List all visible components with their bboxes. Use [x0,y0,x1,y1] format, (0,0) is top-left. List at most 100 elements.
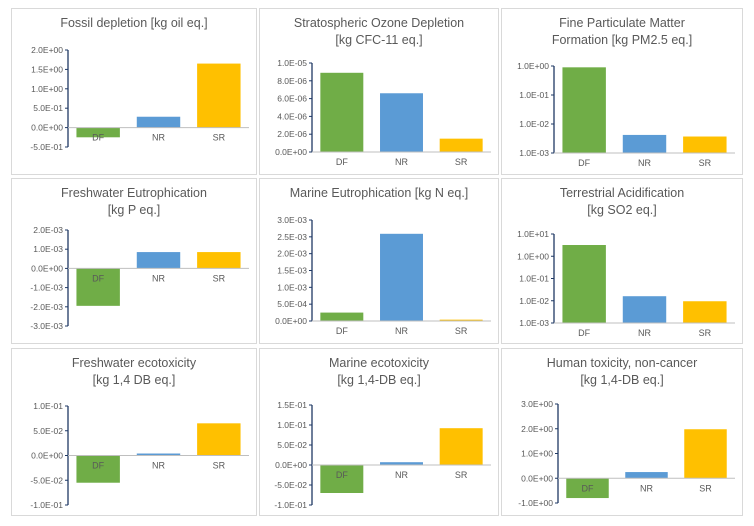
y-tick-label: 0.0E+00 [521,473,553,483]
y-tick-label: 1.0E-01 [519,274,549,284]
x-tick-label: SR [455,326,468,336]
y-tick-label: 2.0E-03 [33,225,63,235]
chart-title: Human toxicity, non-cancer [547,356,698,370]
x-tick-label: DF [582,483,594,493]
chart-title: Marine ecotoxicity [329,356,430,370]
y-tick-label: 0.0E+00 [275,316,307,326]
chart-title: [kg CFC-11 eq.] [335,33,422,47]
y-tick-label: 5.0E-02 [277,440,307,450]
chart-panel-5: Marine Eutrophication [kg N eq.] 0.0E+00 5… [259,178,499,344]
y-tick-label: 5.0E-04 [277,299,307,309]
y-tick-label: 0.0E+00 [275,147,307,157]
y-tick-label: 2.0E-06 [277,129,307,139]
bar-df [562,67,606,153]
x-tick-label: NR [395,326,408,336]
chart-title: Freshwater ecotoxicity [72,356,197,370]
x-tick-label: SR [213,273,226,283]
x-tick-label: NR [152,133,165,143]
y-tick-label: 1.0E-03 [519,148,549,158]
y-tick-label: -3.0E-03 [30,321,63,331]
x-tick-label: NR [640,483,653,493]
bar-df [320,72,364,152]
y-tick-label: 2.5E-03 [277,232,307,242]
bar-sr [439,319,483,321]
chart-panel-1: Fossil depletion [kg oil eq.] -5.0E-01 0.0… [11,8,257,175]
bar-nr [622,296,667,323]
x-tick-label: SR [213,461,226,471]
x-tick-label: DF [578,328,590,338]
x-tick-label: NR [152,461,165,471]
y-tick-label: 2.0E-03 [277,249,307,259]
bar-df [566,478,609,499]
chart-panel-4: Freshwater Eutrophication [kg P eq.] -3.0E… [11,178,257,344]
chart-title: Stratospheric Ozone Depletion [294,16,464,30]
chart-panel-3: Fine Particulate Matter Formation [kg PM2… [501,8,743,175]
bar-nr [622,134,667,153]
y-tick-label: 5.0E-01 [33,103,63,113]
y-tick-label: 1.0E-02 [519,119,549,129]
bar-df [76,455,120,483]
y-tick-label: 1.0E-01 [519,90,549,100]
x-tick-label: NR [395,470,408,480]
bar-nr [625,472,668,479]
bar-nr [380,233,423,321]
y-tick-label: 0.0E+00 [275,460,307,470]
chart-title: Freshwater Eutrophication [61,186,207,200]
chart-title: Fine Particulate Matter [559,16,685,30]
chart-title: Terrestrial Acidification [560,186,684,200]
y-tick-label: 3.0E+00 [521,399,553,409]
y-tick-label: 1.0E+00 [517,251,549,261]
panel-border [501,8,743,175]
y-tick-label: 1.0E-01 [33,401,63,411]
y-tick-label: 1.5E-01 [277,400,307,410]
panel-border [259,178,499,344]
y-tick-label: 1.0E-03 [519,318,549,328]
y-tick-label: 0.0E+00 [31,451,63,461]
bar-sr [683,301,727,323]
x-tick-label: DF [92,273,104,283]
bar-sr [683,136,727,153]
y-tick-label: -5.0E-02 [274,480,307,490]
bar-df [320,312,364,321]
x-tick-label: DF [578,158,590,168]
chart-panel-7: Freshwater ecotoxicity [kg 1,4 DB eq.] -1.… [11,348,257,516]
y-tick-label: 0.0E+00 [31,263,63,273]
chart-title: [kg 1,4-DB eq.] [580,373,663,387]
chart-title: [kg 1,4 DB eq.] [93,373,176,387]
chart-panel-6: Terrestrial Acidification [kg SO2 eq.] 1.0… [501,178,743,344]
y-tick-label: 1.0E-02 [519,296,549,306]
y-tick-label: 5.0E-02 [33,426,63,436]
y-tick-label: 1.5E+00 [31,64,63,74]
y-tick-label: 1.0E-01 [277,420,307,430]
y-tick-label: 1.0E-03 [33,244,63,254]
y-tick-label: 8.0E-06 [277,76,307,86]
chart-title: [kg 1,4-DB eq.] [337,373,420,387]
x-tick-label: SR [699,483,712,493]
x-tick-label: SR [213,133,226,143]
chart-title: Marine Eutrophication [kg N eq.] [290,186,469,200]
y-tick-label: 1.0E+00 [517,61,549,71]
bar-sr [684,429,727,479]
y-tick-label: 2.0E+00 [31,45,63,55]
x-tick-label: NR [152,273,165,283]
bar-df [320,465,364,493]
bar-sr [197,252,241,269]
y-tick-label: 3.0E-03 [277,215,307,225]
y-tick-label: 1.5E-03 [277,266,307,276]
bar-df [76,127,120,138]
bar-nr [136,252,181,269]
chart-title: [kg P eq.] [108,203,161,217]
y-tick-label: 1.0E-03 [277,282,307,292]
bar-nr [380,93,423,152]
x-tick-label: NR [638,158,651,168]
bar-sr [197,423,241,456]
y-tick-label: -1.0E-03 [30,283,63,293]
y-tick-label: 2.0E+00 [521,424,553,434]
y-tick-label: 0.0E+00 [31,123,63,133]
bar-df [562,245,606,323]
y-tick-label: 1.0E+01 [517,229,549,239]
chart-panel-9: Human toxicity, non-cancer [kg 1,4-DB eq.… [501,348,743,516]
y-tick-label: -1.0E+00 [518,498,553,508]
x-tick-label: NR [395,157,408,167]
